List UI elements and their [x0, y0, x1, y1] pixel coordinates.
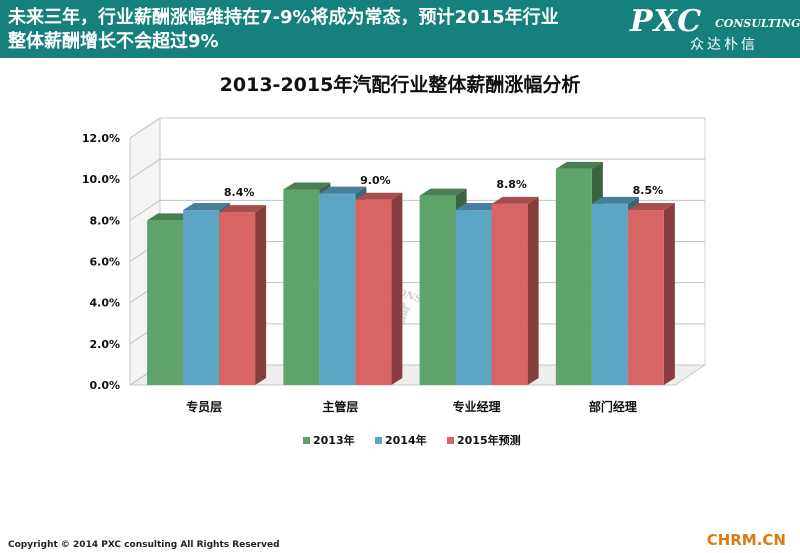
- data-label: 9.0%: [360, 174, 391, 187]
- bar-top: [627, 203, 675, 211]
- x-tick-label: 部门经理: [589, 399, 637, 414]
- bar-front: [455, 210, 492, 385]
- bar-side: [255, 205, 267, 385]
- bar-top: [491, 196, 539, 204]
- legend-swatch: [375, 437, 382, 444]
- legend-label: 2014年: [385, 433, 427, 447]
- x-tick-label: 主管层: [322, 399, 358, 414]
- bar-top: [319, 186, 367, 194]
- bar-top: [219, 205, 267, 213]
- bar-front: [591, 203, 628, 385]
- bar-front: [555, 168, 592, 385]
- bar: [627, 203, 675, 385]
- y-tick-label: 12.0%: [82, 132, 120, 145]
- bar-front: [183, 210, 220, 385]
- legend-swatch: [303, 437, 310, 444]
- bar-front: [219, 212, 256, 385]
- data-label: 8.4%: [224, 186, 255, 199]
- header-bar: 未来三年，行业薪酬涨幅维持在7-9%将成为常态，预计2015年行业 整体薪酬增长…: [0, 0, 800, 58]
- bar-top: [147, 213, 195, 221]
- gridline: [129, 117, 705, 139]
- bar-top: [419, 188, 467, 196]
- x-tick-label: 专员层: [186, 399, 222, 414]
- logo-consulting: CONSULTING: [715, 17, 800, 30]
- header-line-2: 整体薪酬增长不会超过9%: [8, 31, 219, 52]
- legend-swatch: [447, 437, 454, 444]
- company-logo: PXC CONSULTING 众达朴信: [630, 4, 800, 54]
- data-label: 8.8%: [496, 178, 527, 191]
- header-line-1: 未来三年，行业薪酬涨幅维持在7-9%将成为常态，预计2015年行业: [8, 7, 559, 28]
- bar-top: [591, 196, 639, 204]
- bar-front: [355, 199, 392, 385]
- y-tick-label: 10.0%: [82, 173, 120, 186]
- bar: [491, 196, 539, 385]
- y-tick-label: 2.0%: [89, 338, 120, 351]
- bar-top: [355, 192, 403, 200]
- logo-cn: 众达朴信: [690, 37, 758, 53]
- data-label: 8.5%: [633, 184, 664, 197]
- logo-pxc: PXC: [630, 4, 703, 39]
- y-tick-label: 8.0%: [89, 214, 120, 227]
- bar-top: [455, 203, 503, 211]
- legend-label: 2015年预测: [457, 433, 521, 447]
- bar-side: [391, 192, 403, 385]
- bar: [219, 205, 267, 385]
- bar-top: [183, 203, 231, 211]
- bar: [355, 192, 403, 385]
- bar-front: [283, 189, 320, 385]
- copyright-footer: Copyright © 2014 PXC consulting All Righ…: [8, 540, 280, 550]
- y-tick-label: 6.0%: [89, 256, 120, 269]
- bar-side: [663, 203, 675, 385]
- y-tick-label: 4.0%: [89, 297, 120, 310]
- bar-top: [555, 161, 603, 169]
- bar-front: [491, 203, 528, 385]
- bar-front: [627, 210, 664, 385]
- gridline: [129, 158, 705, 180]
- bar-side: [527, 196, 539, 385]
- bar-front: [319, 193, 356, 385]
- source-label: CHRM.CN: [706, 531, 786, 549]
- x-tick-label: 专业经理: [453, 399, 501, 414]
- y-tick-label: 0.0%: [89, 379, 120, 392]
- bar-front: [419, 195, 456, 385]
- chart-title: 2013-2015年汽配行业整体薪酬涨幅分析: [219, 74, 581, 96]
- legend-label: 2013年: [313, 433, 355, 447]
- header-title: 未来三年，行业薪酬涨幅维持在7-9%将成为常态，预计2015年行业 整体薪酬增长…: [8, 6, 608, 54]
- bar-top: [283, 182, 331, 190]
- bar-front: [147, 220, 184, 385]
